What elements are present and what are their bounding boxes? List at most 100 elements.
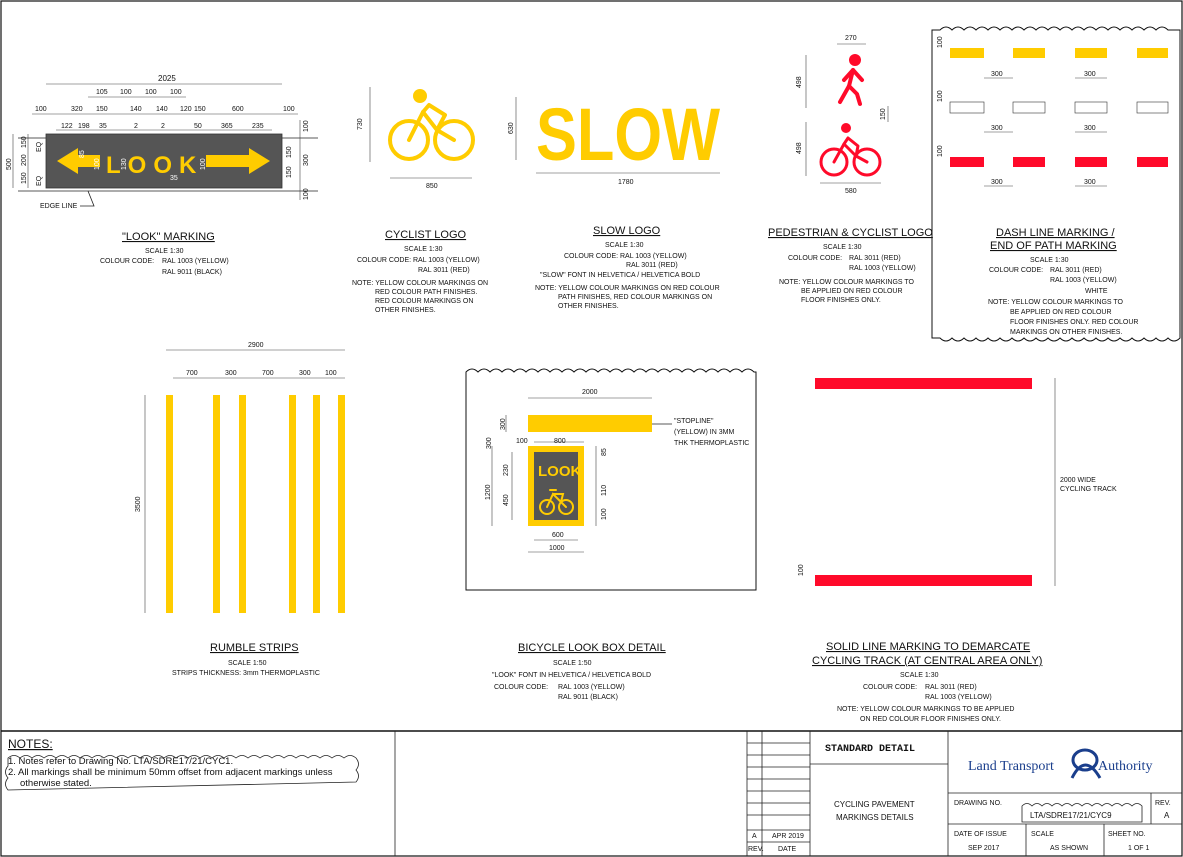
pc-dim-gap: 150 [880,108,887,120]
date-issue-value: SEP 2017 [968,845,1000,852]
red-dash-4 [1137,157,1168,167]
slow-dim-w: 1780 [618,179,634,186]
look-word: LOOK [106,152,203,179]
look-box-inner [534,452,578,520]
slow-logo-title: SLOW LOGO [593,225,661,237]
pc-dim-w: 580 [845,188,857,195]
look-box-dim-450: 450 [503,494,510,506]
pc-logo-colour-label: COLOUR CODE: [788,255,842,262]
solid-width-1: 2000 WIDE [1060,477,1096,484]
look-dim-right-2: 300 [303,154,310,166]
slow-logo-colour-2: RAL 3011 (RED) [626,262,678,269]
rumble-strips-detail: 2900 700 300 700 300 100 3500 RUMBLE STR… [135,342,345,677]
rumble-thickness: STRIPS THICKNESS: 3mm THERMOPLASTIC [172,670,320,677]
look-dim-right-3: 150 [286,166,293,178]
solid-line-bottom [815,575,1032,586]
sheet-label: SHEET NO. [1108,831,1146,838]
look-dim-third-3: 2 [134,123,138,130]
look-dim-second-7: 150 [194,106,206,113]
left-arrow-marking [57,148,100,174]
dash-line-colour-label: COLOUR CODE: [989,267,1043,274]
yellow-dash-2 [1013,48,1045,58]
look-dim-inner-0: 85 [79,150,86,158]
bottom-block: A APR 2019 REV. DATE STANDARD DETAIL CYC… [1,730,1182,856]
dash-dim-gap-6: 300 [1084,179,1096,186]
white-dash-2 [1012,101,1046,114]
rumble-strip-5 [313,395,320,613]
rumble-strip-1 [166,395,173,613]
slow-logo-note-1: NOTE: YELLOW COLOUR MARKINGS ON RED COLO… [535,285,720,292]
look-dim-second-6: 120 [180,106,192,113]
ped-cyclist-logo-detail: 270 498 150 498 580 PEDESTRIAN & CYCLIST… [768,35,933,304]
dash-line-note-2: BE APPLIED ON RED COLOUR [1010,309,1112,316]
solid-width-2: CYCLING TRACK [1060,486,1117,493]
look-dim-third-2: 35 [99,123,107,130]
look-dim-second-1: 320 [71,106,83,113]
look-box-colour-2: RAL 9011 (BLACK) [558,694,618,701]
look-box-title: BICYCLE LOOK BOX DETAIL [518,642,666,654]
solid-line-title-1: SOLID LINE MARKING TO DEMARCATE [826,641,1030,653]
look-dim-top-2: 100 [145,89,157,96]
dash-line-colour-3: WHITE [1085,288,1108,295]
lta-logo-icon [1070,748,1102,779]
rumble-strip-2 [213,395,220,613]
red-dash-1 [950,157,984,167]
look-marking-title: "LOOK" MARKING [122,231,215,243]
red-dash-3 [1075,157,1107,167]
rumble-strip-3 [239,395,246,613]
look-dim-left-3: 150 [21,172,28,184]
rev-value: A [1164,811,1170,820]
look-marking-colour-1: RAL 1003 (YELLOW) [162,258,229,265]
look-box-cloud [465,368,757,591]
look-box-detail: LOOK 2000 800 100 300 300 1200 230 450 8… [465,368,757,701]
scale-value: AS SHOWN [1050,845,1088,852]
stopline-label-3: THK THERMOPLASTIC [674,440,749,447]
look-dim-inner-4: 35 [170,175,178,182]
pc-logo-colour-2: RAL 1003 (YELLOW) [849,265,916,272]
pc-logo-scale: SCALE 1:30 [823,244,862,251]
rumble-title: RUMBLE STRIPS [210,642,299,654]
look-box-colour-1: RAL 1003 (YELLOW) [558,684,625,691]
solid-line-note-1: NOTE: YELLOW COLOUR MARKINGS TO BE APPLI… [837,706,1014,713]
rumble-dim-1: 300 [225,370,237,377]
date-col-label: DATE [778,846,796,853]
drawing-no-cloud [1021,803,1143,823]
red-dash-2 [1013,157,1045,167]
solid-line-colour-label: COLOUR CODE: [863,684,917,691]
pc-logo-title: PEDESTRIAN & CYCLIST LOGO [768,227,933,239]
notes-cloud [5,755,359,791]
look-box-dim-300: 300 [500,418,507,430]
cyclist-logo-scale: SCALE 1:30 [404,246,443,253]
solid-line-title-2: CYCLING TRACK (AT CENTRAL AREA ONLY) [812,655,1042,667]
drawing-no-label: DRAWING NO. [954,800,1002,807]
edge-line-label: EDGE LINE [40,203,78,210]
slow-logo-note-2: PATH FINISHES, RED COLOUR MARKINGS ON [558,294,712,301]
look-box-dim-100b: 100 [601,508,608,520]
yellow-dash-3 [1075,48,1107,58]
notes-heading: NOTES: [8,737,53,751]
dash-line-cloud [931,26,1181,342]
pc-logo-note-3: FLOOR FINISHES ONLY. [801,297,881,304]
look-dim-left-2: 200 [21,154,28,166]
rumble-strip-4 [289,395,296,613]
look-dim-left-1: 150 [21,136,28,148]
rumble-dim-0: 700 [186,370,198,377]
rumble-strip-6 [338,395,345,613]
dash-dim-gap-1: 300 [991,71,1003,78]
note-3: otherwise stated. [20,778,92,789]
dash-line-colour-2: RAL 1003 (YELLOW) [1050,277,1117,284]
look-dim-inner-3: 100 [200,158,207,170]
authority-name-2: Authority [1098,759,1152,774]
look-box-dim-800: 800 [554,438,566,445]
look-box-word: LOOK [538,463,581,480]
look-dim-third-1: 198 [78,123,90,130]
look-dim-third-4: 2 [161,123,165,130]
dash-line-title-2: END OF PATH MARKING [990,240,1117,252]
pc-dim-cyc: 498 [796,142,803,154]
solid-line-colour-2: RAL 1003 (YELLOW) [925,694,992,701]
drawing-title-2: MARKINGS DETAILS [836,813,914,822]
look-dim-left-5: EQ [36,175,43,186]
look-box-dim-600: 600 [552,532,564,539]
pc-dim-top: 270 [845,35,857,42]
